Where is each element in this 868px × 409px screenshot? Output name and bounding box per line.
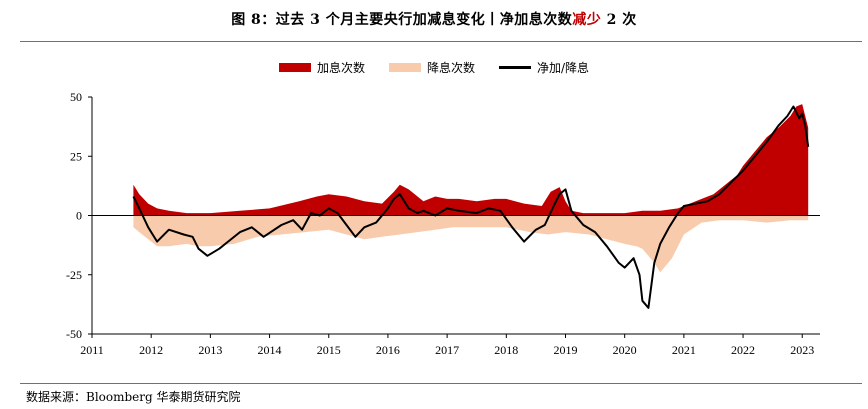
top-divider bbox=[20, 41, 862, 42]
title-prefix: 图 8：过去 3 个月主要央行加减息变化丨净加息次数 bbox=[231, 12, 573, 28]
x-tick-label: 2021 bbox=[672, 343, 696, 357]
title-highlight: 减少 bbox=[572, 12, 602, 28]
legend-swatch-cut bbox=[388, 63, 421, 72]
legend-label-net: 净加/降息 bbox=[536, 61, 590, 75]
legend-swatch-hike bbox=[278, 63, 311, 72]
x-tick-label: 2014 bbox=[258, 343, 282, 357]
x-tick-label: 2020 bbox=[613, 343, 637, 357]
title-suffix: 2 次 bbox=[601, 12, 637, 28]
y-tick-label: -50 bbox=[66, 327, 82, 341]
x-tick-label: 2019 bbox=[553, 343, 577, 357]
y-tick-label: 25 bbox=[70, 149, 82, 163]
chart-title: 图 8：过去 3 个月主要央行加减息变化丨净加息次数减少 2 次 bbox=[0, 9, 868, 29]
legend-item-net: 净加/降息 bbox=[498, 59, 590, 76]
y-tick-label: 0 bbox=[76, 209, 82, 223]
legend-label-cut: 降息次数 bbox=[426, 61, 475, 75]
x-tick-label: 2013 bbox=[198, 343, 222, 357]
x-tick-label: 2018 bbox=[494, 343, 518, 357]
x-tick-label: 2016 bbox=[376, 343, 400, 357]
legend-item-hike: 加息次数 bbox=[278, 59, 365, 76]
x-tick-label: 2017 bbox=[435, 343, 459, 357]
x-tick-label: 2022 bbox=[731, 343, 755, 357]
legend-item-cut: 降息次数 bbox=[388, 59, 475, 76]
series-area-hike bbox=[133, 104, 809, 216]
x-tick-label: 2015 bbox=[317, 343, 341, 357]
legend-label-hike: 加息次数 bbox=[316, 61, 365, 75]
bottom-divider bbox=[20, 383, 862, 384]
source-note: 数据来源：Bloomberg 华泰期货研究院 bbox=[26, 390, 241, 404]
legend-swatch-net bbox=[498, 66, 531, 69]
x-tick-label: 2011 bbox=[80, 343, 104, 357]
x-tick-label: 2012 bbox=[139, 343, 163, 357]
chart-legend: 加息次数 降息次数 净加/降息 bbox=[0, 59, 868, 76]
series-area-cut bbox=[133, 215, 809, 273]
series-line-net bbox=[132, 105, 810, 309]
y-tick-label: 50 bbox=[70, 90, 82, 104]
x-tick-label: 2023 bbox=[790, 343, 814, 357]
y-tick-label: -25 bbox=[66, 268, 82, 282]
